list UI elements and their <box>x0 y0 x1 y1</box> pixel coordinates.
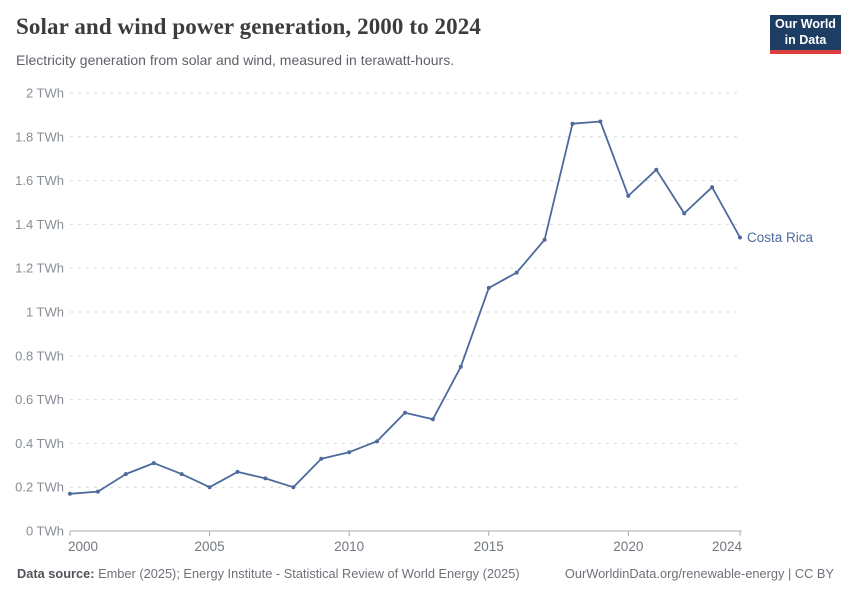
data-point <box>403 410 407 415</box>
y-tick-label: 1.6 TWh <box>15 173 64 188</box>
data-point <box>458 364 463 369</box>
x-tick-label: 2020 <box>613 539 643 554</box>
y-tick-label: 0.8 TWh <box>15 348 64 363</box>
owid-logo-line2: in Data <box>784 32 827 47</box>
data-point <box>207 485 212 490</box>
data-point <box>654 167 659 172</box>
data-point <box>68 491 72 496</box>
y-tick-label: 0.4 TWh <box>15 436 64 451</box>
chart-subtitle: Electricity generation from solar and wi… <box>16 52 455 68</box>
y-tick-label: 1.2 TWh <box>15 261 64 276</box>
data-point <box>347 450 352 455</box>
series-line <box>69 120 741 495</box>
chart-title: Solar and wind power generation, 2000 to… <box>16 14 481 39</box>
owid-link[interactable]: OurWorldinData.org/renewable-energy | CC… <box>564 566 834 581</box>
data-point <box>151 461 156 466</box>
data-point <box>430 417 435 422</box>
data-point <box>682 211 687 216</box>
data-point <box>263 476 268 481</box>
y-tick-label: 2 TWh <box>26 86 64 101</box>
data-point <box>375 439 380 444</box>
x-tick-label: 2010 <box>334 539 364 554</box>
y-tick-label: 1 TWh <box>26 305 64 320</box>
x-tick-label: 2000 <box>68 539 98 554</box>
data-point <box>179 472 184 477</box>
data-source-note: Data source: Ember (2025); Energy Instit… <box>17 566 520 581</box>
data-point <box>486 285 491 290</box>
data-point <box>738 235 742 240</box>
data-point <box>291 485 296 490</box>
data-point <box>95 489 100 494</box>
data-point <box>123 472 128 477</box>
x-tick-label: 2005 <box>195 539 225 554</box>
data-source-text: Ember (2025); Energy Institute - Statist… <box>94 566 520 581</box>
data-point <box>710 185 715 190</box>
owid-logo[interactable]: Our World in Data <box>770 15 841 54</box>
x-tick-label: 2024 <box>712 539 743 554</box>
y-tick-label: 1.8 TWh <box>15 129 64 144</box>
y-tick-label: 0 TWh <box>26 524 64 539</box>
x-tick-label: 2015 <box>474 539 504 554</box>
data-point <box>542 237 547 242</box>
data-point <box>598 119 603 124</box>
data-point <box>235 469 240 474</box>
data-point <box>626 193 631 198</box>
y-tick-label: 0.2 TWh <box>15 480 64 495</box>
data-point <box>319 456 324 461</box>
data-source-label: Data source: <box>17 566 95 581</box>
owid-logo-line1: Our World <box>775 16 836 31</box>
data-point <box>570 121 575 126</box>
y-tick-label: 1.4 TWh <box>15 217 64 232</box>
y-tick-label: 0.6 TWh <box>15 392 64 407</box>
data-point <box>514 270 519 275</box>
series-entity-label[interactable]: Costa Rica <box>747 230 814 245</box>
